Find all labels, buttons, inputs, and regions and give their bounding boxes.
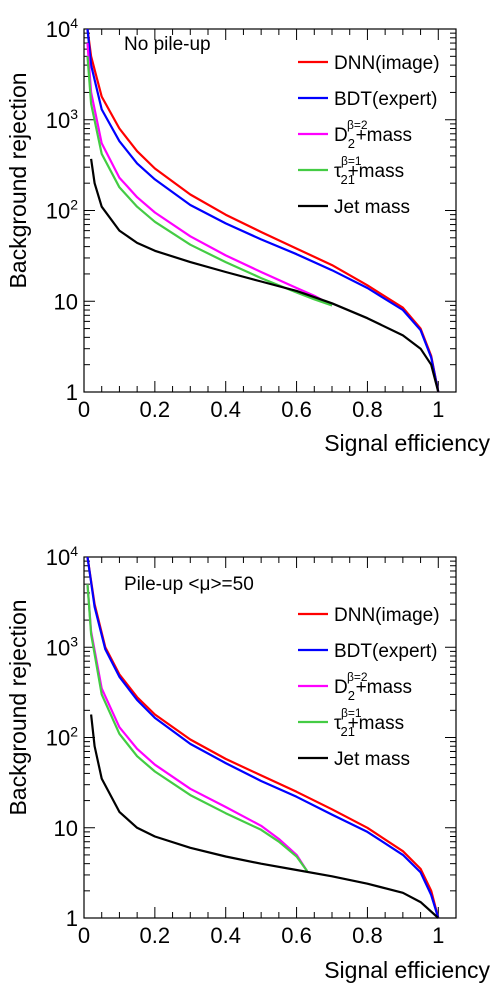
legend-label: Jet mass [334,749,410,770]
panel-annotation: Pile-up <μ>=50 [124,574,254,595]
y-axis-title: Background rejection [5,72,31,288]
legend-label: τ21β=1+mass [334,154,404,187]
legend-label: D2β=2+mass [334,118,412,151]
x-tick-label: 0.8 [352,923,383,948]
x-tick-label: 0.6 [281,923,312,948]
legend-label: BDT(expert) [334,89,437,110]
y-tick-label: 104 [46,543,78,570]
x-tick-label: 0.4 [210,397,241,422]
x-tick-label: 0.6 [281,397,312,422]
chart-panel-no-pileup: 0 0.2 0.4 0.6 0.8 1 1 10 102 103 104 No pile-up DNN(… [5,15,490,456]
y-tick-label: 1 [66,906,78,931]
series-line [90,158,440,393]
y-tick-label: 102 [46,197,78,224]
series-line [86,43,333,307]
x-tick-label: 1 [432,923,444,948]
x-tick-label: 0 [78,397,90,422]
x-tick-label: 1 [432,397,444,422]
y-tick-label: 10 [54,816,78,841]
legend-label: DNN(image) [334,53,440,74]
series-line [86,28,440,393]
legend-label: DNN(image) [334,605,440,626]
x-tick-label: 0.2 [140,397,171,422]
legend-label: τ21β=1+mass [334,706,404,739]
legend-label: D2β=2+mass [334,670,412,703]
panel-annotation: No pile-up [124,34,211,55]
series-line [86,584,309,872]
y-tick-label: 10 [54,289,78,314]
legend-label: BDT(expert) [334,641,437,662]
x-tick-label: 0.8 [352,397,383,422]
y-tick-label: 103 [46,106,78,133]
y-axis-title: Background rejection [5,599,31,815]
series-line [86,56,333,307]
x-axis-title: Signal efficiency [324,957,490,983]
y-tick-label: 104 [46,15,78,42]
y-tick-label: 1 [66,380,78,405]
legend-label: Jet mass [334,197,410,218]
series-line [86,584,309,872]
series-line [90,714,440,919]
x-tick-label: 0 [78,923,90,948]
x-tick-label: 0.2 [140,923,171,948]
series-line [86,556,440,919]
x-tick-label: 0.4 [210,923,241,948]
y-tick-label: 102 [46,724,78,751]
x-axis-title: Signal efficiency [324,430,490,456]
chart-panel-pileup: 0 0.2 0.4 0.6 0.8 1 1 10 102 103 104 Pile-up <μ>=50… [5,543,490,983]
y-tick-label: 103 [46,633,78,660]
series-line [86,28,440,393]
